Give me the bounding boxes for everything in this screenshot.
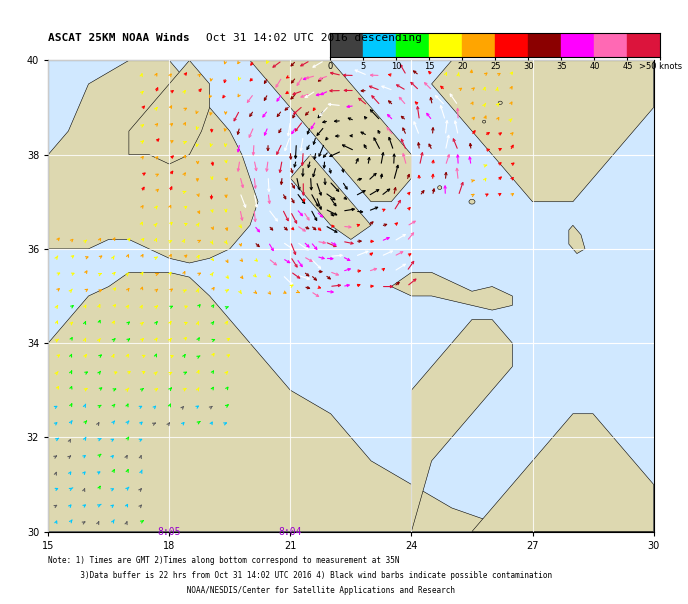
Polygon shape [290, 155, 371, 239]
Bar [429, 33, 462, 57]
Bar [528, 33, 561, 57]
Polygon shape [48, 60, 258, 263]
Polygon shape [250, 60, 411, 202]
Bar [561, 33, 594, 57]
Text: NOAA/NESDIS/Center for Satellite Applications and Research: NOAA/NESDIS/Center for Satellite Applica… [48, 586, 455, 595]
Polygon shape [569, 225, 585, 254]
Ellipse shape [498, 101, 502, 104]
Bar [330, 33, 363, 57]
Text: 3)Data buffer is 22 hrs from Oct 31 14:02 UTC 2016 4) Black wind barbs indicate : 3)Data buffer is 22 hrs from Oct 31 14:0… [48, 571, 552, 580]
Ellipse shape [482, 120, 486, 123]
Polygon shape [48, 272, 654, 532]
Polygon shape [391, 272, 513, 310]
Polygon shape [129, 60, 210, 164]
Bar [396, 33, 429, 57]
Bar [495, 33, 528, 57]
Polygon shape [431, 60, 654, 202]
Text: ASCAT 25KM NOAA Winds: ASCAT 25KM NOAA Winds [48, 33, 190, 43]
Polygon shape [472, 414, 654, 532]
Text: 8:04: 8:04 [279, 527, 302, 536]
Polygon shape [411, 320, 513, 532]
Ellipse shape [469, 199, 475, 204]
Bar [462, 33, 495, 57]
Text: Oct 31 14:02 UTC 2016 descending: Oct 31 14:02 UTC 2016 descending [206, 33, 422, 43]
Ellipse shape [438, 185, 442, 190]
Text: 8:05: 8:05 [158, 527, 181, 536]
Bar [594, 33, 627, 57]
Bar [627, 33, 660, 57]
Bar [363, 33, 396, 57]
Text: Note: 1) Times are GMT 2)Times along bottom correspond to measurement at 35N: Note: 1) Times are GMT 2)Times along bot… [48, 556, 400, 565]
